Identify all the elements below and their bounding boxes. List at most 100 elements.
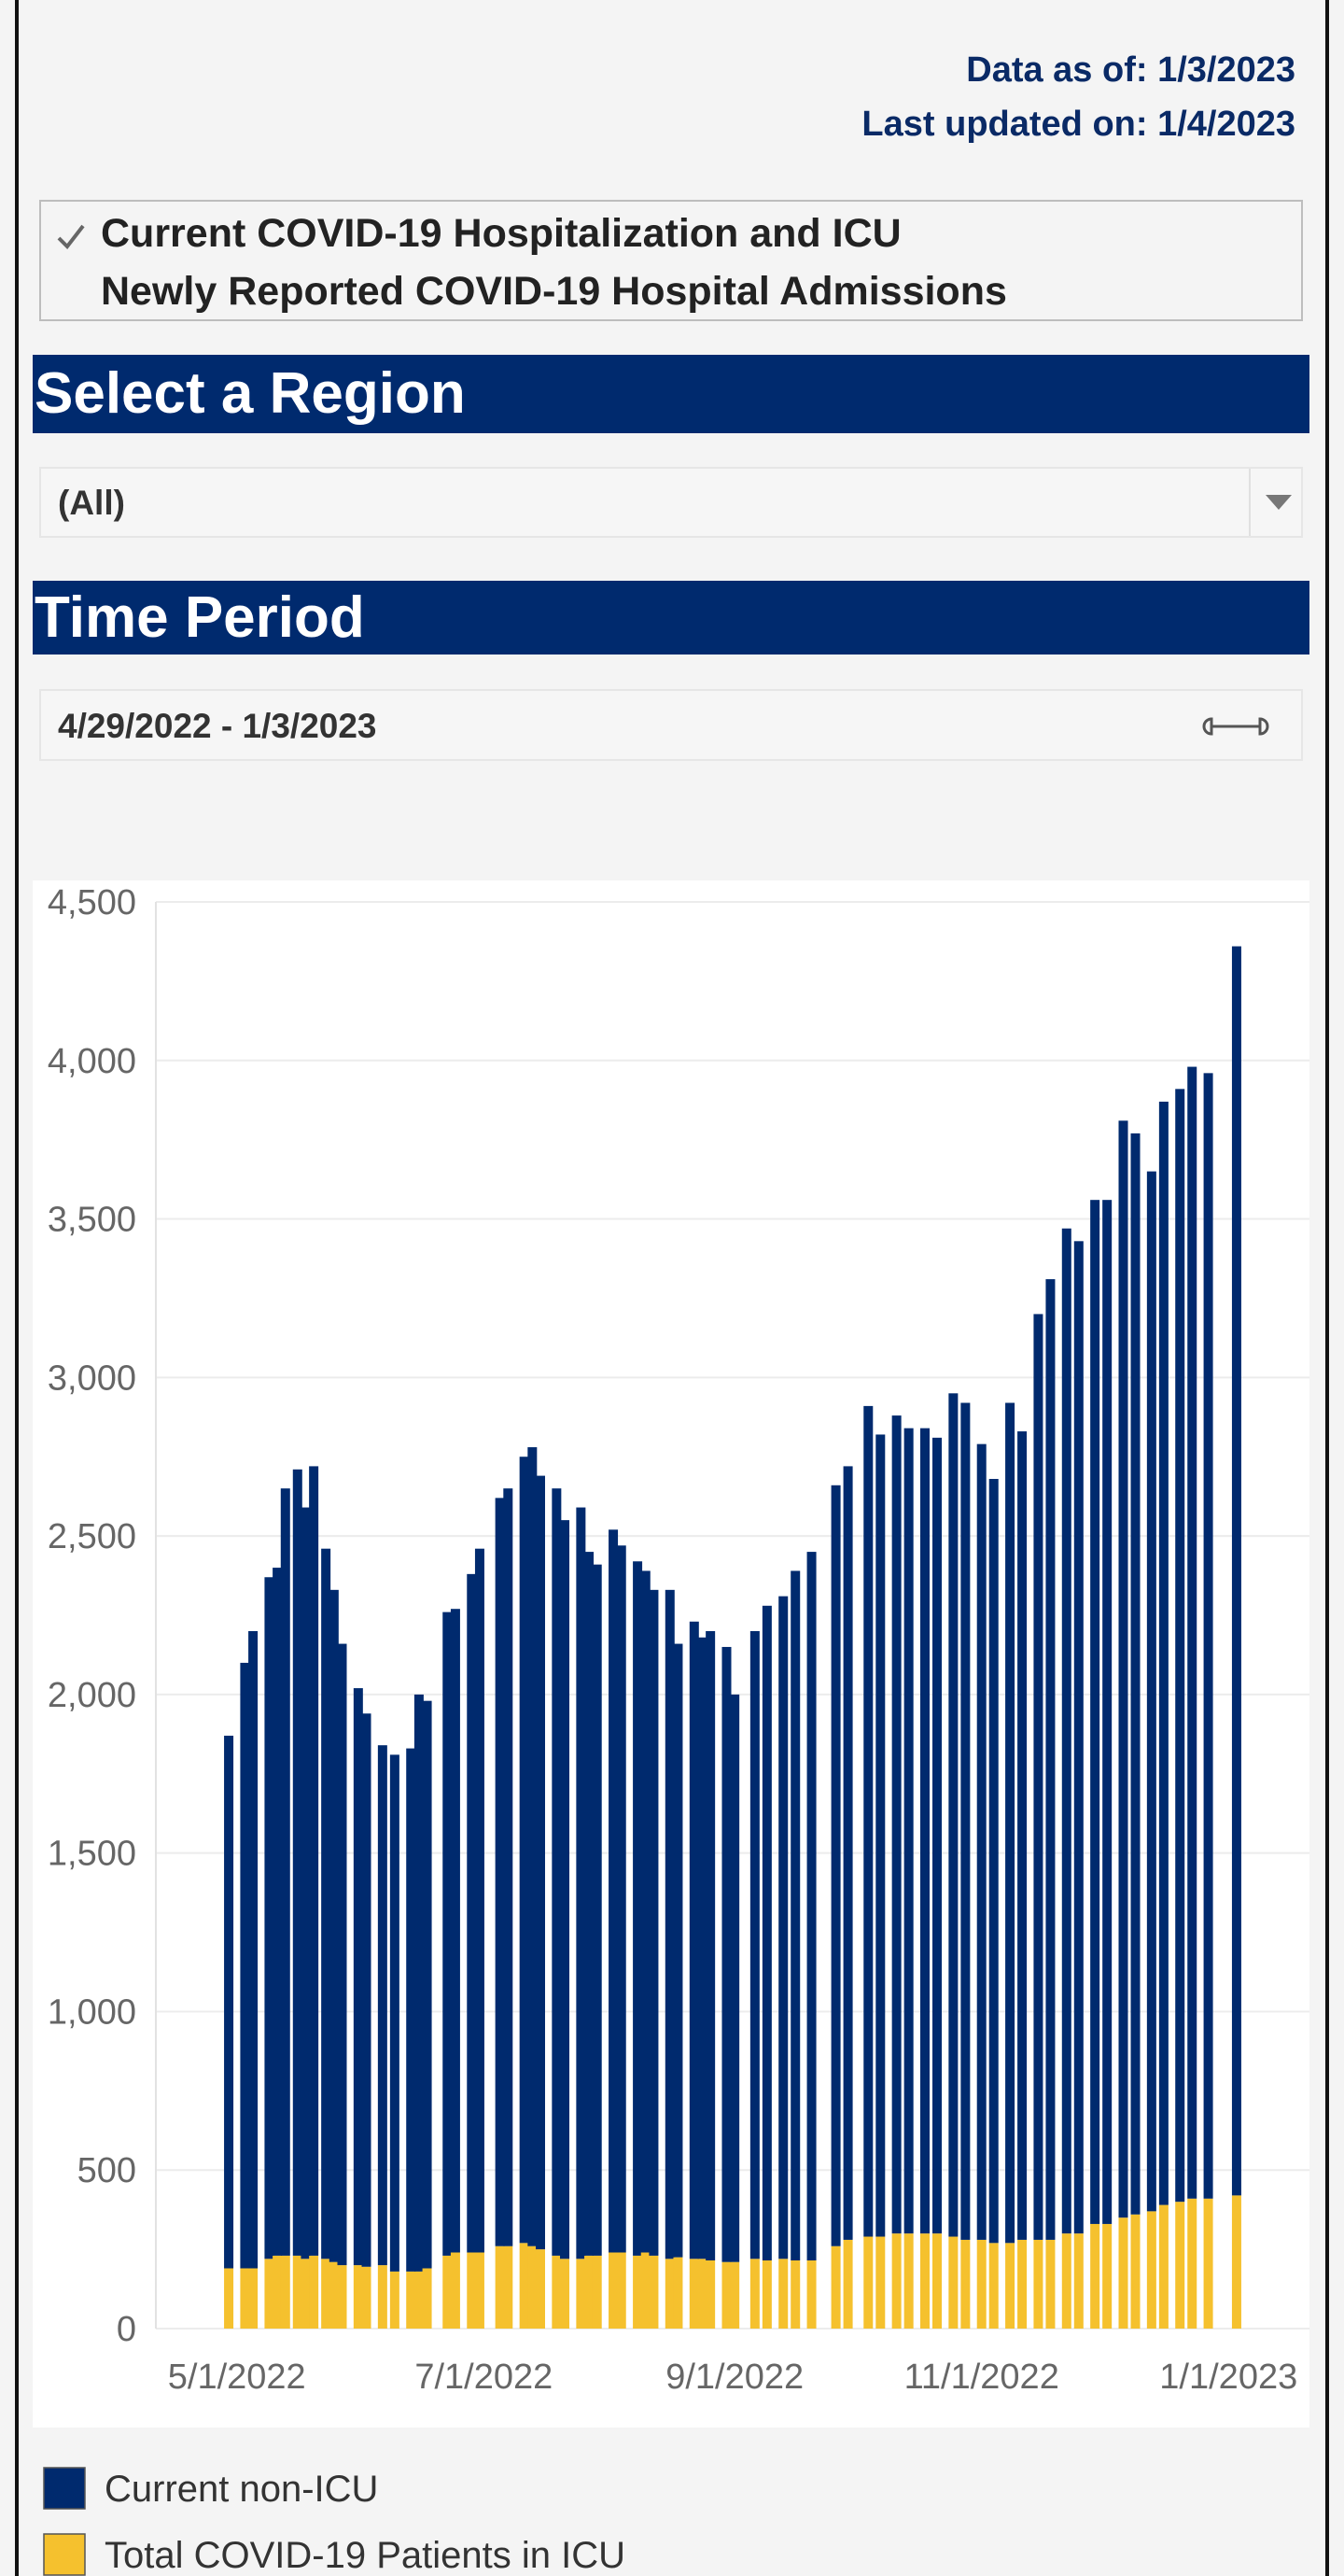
bar-segment (1187, 1066, 1197, 2199)
bar-segment (843, 2239, 853, 2329)
y-tick-label: 2,500 (48, 1517, 136, 1556)
bar-segment (721, 1646, 732, 2262)
bar-segment (1231, 2195, 1241, 2329)
bar-segment (749, 2259, 760, 2329)
y-tick-label: 0 (117, 2310, 136, 2349)
bar-segment (560, 2259, 570, 2329)
date-range[interactable]: 4/29/2022 - 1/3/2023 (39, 689, 1303, 761)
bar-segment (1203, 1073, 1213, 2199)
bar-segment (1146, 1171, 1156, 2212)
bar-segment (633, 1561, 643, 2256)
bar-segment (329, 2261, 339, 2329)
bar-segment (592, 2255, 602, 2329)
bar-segment (1158, 1101, 1169, 2205)
x-tick-label: 5/1/2022 (168, 2358, 306, 2397)
bar-segment (552, 2255, 562, 2329)
left-border (15, 0, 19, 2576)
bar-segment (1045, 2239, 1056, 2329)
bar-segment (280, 1488, 290, 2256)
bar-segment (309, 2255, 319, 2329)
bar-segment (762, 2259, 772, 2329)
bar-segment (609, 1529, 619, 2253)
divider (1249, 469, 1251, 536)
bar-segment (422, 1700, 432, 2269)
bar-segment (960, 2239, 971, 2329)
bar-segment (536, 2249, 545, 2329)
bar-segment (1017, 1431, 1028, 2240)
bar-segment (337, 2265, 347, 2329)
bar-segment (903, 2233, 914, 2329)
bar-segment (474, 1548, 484, 2253)
y-tick-label: 2,000 (48, 1676, 136, 1715)
bar-segment (1231, 946, 1241, 2196)
bar-segment (1175, 1089, 1185, 2203)
bar-segment (377, 2265, 387, 2329)
bar-segment (665, 2259, 675, 2329)
bar-segment (749, 1630, 760, 2259)
bar-segment (292, 1469, 302, 2256)
bar-segment (467, 1573, 477, 2253)
bar-segment (450, 1609, 460, 2253)
bar-segment (875, 1434, 886, 2237)
legend-label: Total COVID-19 Patients in ICU (105, 2535, 625, 2576)
bar-segment (649, 1589, 659, 2256)
dropdown-value: (All) (58, 484, 125, 522)
bar-segment (576, 1507, 586, 2259)
bar-segment (467, 2252, 477, 2329)
bar-segment (948, 2236, 959, 2329)
menu-item[interactable]: Current COVID-19 Hospitalization and ICU (101, 211, 902, 256)
bar-segment (697, 2259, 707, 2329)
bar-segment (778, 2259, 789, 2329)
bar-segment (240, 1662, 250, 2269)
bar-segment (321, 2259, 331, 2329)
bar-segment (406, 1748, 416, 2272)
bar-segment (689, 2259, 699, 2329)
x-tick-label: 7/1/2022 (414, 2358, 553, 2397)
bar-segment (649, 2255, 659, 2329)
dropdown-arrow (1266, 495, 1292, 510)
bar-segment (503, 2245, 513, 2329)
region-dropdown[interactable]: (All) (39, 467, 1303, 538)
bar-segment (495, 2245, 505, 2329)
bar-segment (665, 1589, 675, 2259)
bar-segment (413, 1694, 424, 2272)
bar-segment (503, 1488, 513, 2246)
bar-segment (442, 1612, 453, 2256)
bar-segment (920, 1428, 930, 2234)
bar-segment (932, 2233, 943, 2329)
y-tick-label: 4,000 (48, 1042, 136, 1081)
bar-segment (527, 2245, 538, 2329)
menu-item[interactable]: Newly Reported COVID-19 Hospital Admissi… (101, 269, 1007, 314)
bar-segment (891, 2233, 902, 2329)
bar-segment (806, 1552, 817, 2260)
bar-segment (1073, 2233, 1084, 2329)
bar-segment (1017, 2239, 1028, 2329)
bar-segment (329, 1589, 339, 2262)
bar-segment (976, 2239, 987, 2329)
bar-segment (988, 2243, 999, 2329)
x-tick-label: 1/1/2023 (1159, 2358, 1297, 2397)
bar-segment (1073, 1241, 1084, 2234)
bar-segment (932, 1437, 943, 2234)
bar-segment (697, 1637, 707, 2259)
bar-segment (831, 2245, 841, 2329)
bar-segment (353, 1688, 363, 2266)
bar-segment (1090, 2223, 1100, 2329)
bar-segment (224, 2268, 234, 2329)
metric-menu: Current COVID-19 Hospitalization and ICU… (39, 200, 1303, 321)
bar-segment (762, 1605, 772, 2260)
y-tick-label: 3,500 (48, 1201, 136, 1240)
bar-segment (264, 2259, 274, 2329)
bar-segment (248, 1630, 259, 2269)
bar-segment (791, 1570, 801, 2260)
bar-segment (389, 2271, 399, 2329)
bar-segment (527, 1447, 538, 2246)
bar-segment (224, 1736, 234, 2269)
bar-segment (584, 2255, 595, 2329)
bar-segment (552, 1488, 562, 2256)
section-banner: Select a Region (33, 355, 1309, 433)
bar-segment (240, 2268, 250, 2329)
section-banner: Time Period (33, 581, 1309, 655)
